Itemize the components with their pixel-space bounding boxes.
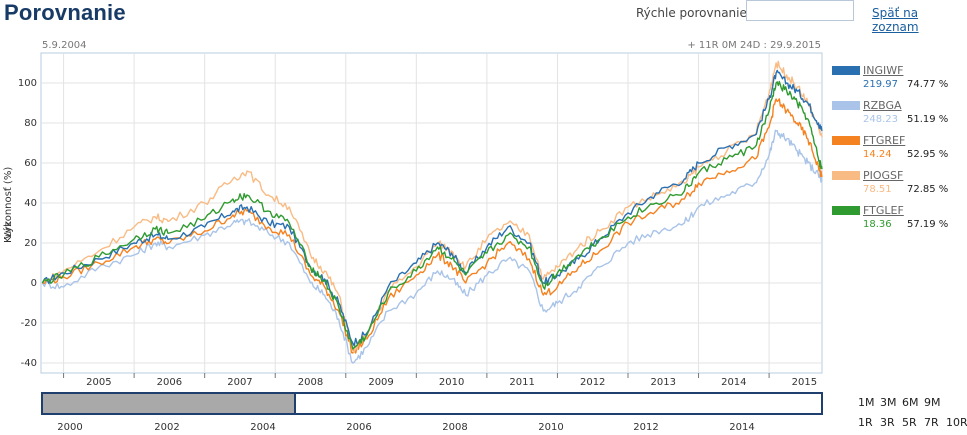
page-title: Porovnanie: [4, 0, 126, 25]
y-tick-label: 100: [18, 78, 37, 89]
range-3m-button[interactable]: 3M: [880, 396, 897, 409]
legend-percent: 51.19 %: [907, 114, 949, 125]
y-axis-ticks: -40 -20 0 20 40 60 80 100: [18, 78, 37, 369]
y-tick-label: 40: [24, 198, 37, 209]
period-label: + 11R 0M 24D : 29.9.2015: [687, 40, 821, 51]
navigator-shaded-range[interactable]: [43, 394, 295, 413]
performance-chart: 5.9.2004 + 11R 0M 24D : 29.9.2015 -40 -20…: [2, 40, 823, 433]
range-1m-button[interactable]: 1M: [858, 396, 875, 409]
legend-item-rzbga[interactable]: RZBGA 248.23 51.19 %: [832, 99, 962, 134]
legend-item-ftglef[interactable]: FTGLEF 18.36 57.19 %: [832, 204, 962, 239]
y-tick-label: -40: [21, 358, 37, 369]
series-line-ftglef: [41, 80, 823, 350]
navigator-year-label: 2002: [154, 422, 179, 433]
legend-name[interactable]: FTGLEF: [863, 204, 904, 217]
navigator-years: 2000 2002 2004 2006 2008 2010 2012 2014: [57, 422, 754, 433]
back-to-list-link[interactable]: Späť na zoznam: [872, 6, 919, 34]
legend-swatch: [832, 101, 860, 110]
x-tick-label: 2012: [580, 377, 605, 388]
navigator-year-label: 2014: [729, 422, 754, 433]
start-date-label: 5.9.2004: [42, 40, 87, 51]
range-7r-button[interactable]: 7R: [924, 416, 939, 429]
legend-value: 78.51: [863, 184, 892, 195]
legend-swatch: [832, 206, 860, 215]
series-line-piogsf: [41, 60, 823, 353]
quick-compare-input[interactable]: [746, 0, 854, 21]
series-line-ftgref: [42, 98, 823, 354]
x-tick-label: 2008: [298, 377, 323, 388]
y-axis-label-left: Kurz: [3, 221, 14, 243]
navigator-year-label: 2010: [538, 422, 563, 433]
x-tick-label: 2005: [86, 377, 111, 388]
legend: INGIWF 219.97 74.77 % RZBGA 248.23 51.19 % FTG…: [832, 64, 962, 239]
range-5r-button[interactable]: 5R: [902, 416, 917, 429]
navigator-year-label: 2008: [442, 422, 467, 433]
quick-compare-label: Rýchle porovnanie: [636, 6, 747, 20]
legend-item-piogsf[interactable]: PIOGSF 78.51 72.85 %: [832, 169, 962, 204]
x-tick-label: 2009: [368, 377, 393, 388]
range-9m-button[interactable]: 9M: [924, 396, 941, 409]
range-6m-button[interactable]: 6M: [902, 396, 919, 409]
x-tick-label: 2007: [227, 377, 252, 388]
y-tick-label: -20: [21, 318, 37, 329]
legend-swatch: [832, 136, 860, 145]
legend-item-ingiwf[interactable]: INGIWF 219.97 74.77 %: [832, 64, 962, 99]
legend-name[interactable]: RZBGA: [863, 99, 902, 112]
series-lines: [41, 60, 823, 364]
y-tick-label: 80: [24, 118, 37, 129]
y-tick-label: 60: [24, 158, 37, 169]
legend-name[interactable]: FTGREF: [863, 134, 906, 147]
x-tick-label: 2011: [509, 377, 534, 388]
legend-value: 18.36: [863, 219, 892, 230]
x-tick-label: 2015: [792, 377, 817, 388]
legend-percent: 74.77 %: [907, 79, 949, 90]
x-tick-label: 2006: [157, 377, 182, 388]
navigator-year-label: 2004: [250, 422, 275, 433]
x-tick-label: 2014: [721, 377, 746, 388]
legend-percent: 57.19 %: [907, 219, 949, 230]
legend-value: 219.97: [863, 79, 898, 90]
legend-name[interactable]: INGIWF: [863, 64, 904, 77]
navigator-year-label: 2000: [57, 422, 82, 433]
range-1r-button[interactable]: 1R: [858, 416, 873, 429]
range-3r-button[interactable]: 3R: [880, 416, 895, 429]
y-tick-label: 0: [31, 278, 37, 289]
navigator-year-label: 2012: [633, 422, 658, 433]
legend-swatch: [832, 66, 860, 75]
legend-item-ftgref[interactable]: FTGREF 14.24 52.95 %: [832, 134, 962, 169]
legend-swatch: [832, 171, 860, 180]
legend-name[interactable]: PIOGSF: [863, 169, 904, 182]
legend-value: 248.23: [863, 114, 898, 125]
y-axis-label: Výkonnosť (%): [2, 167, 14, 240]
legend-percent: 52.95 %: [907, 149, 949, 160]
grid: [41, 53, 822, 373]
navigator-year-label: 2006: [346, 422, 371, 433]
series-line-ingiwf: [41, 69, 823, 347]
x-tick-label: 2010: [439, 377, 464, 388]
plot-area: [40, 52, 823, 374]
x-axis-ticks: 2005 2006 2007 2008 2009 2010 2011 2012 2013 2014…: [63, 373, 817, 388]
legend-value: 14.24: [863, 149, 892, 160]
legend-percent: 72.85 %: [907, 184, 949, 195]
series-line-rzbga: [41, 129, 823, 364]
range-10r-button[interactable]: 10R: [946, 416, 967, 429]
x-tick-label: 2013: [651, 377, 676, 388]
y-tick-label: 20: [24, 238, 37, 249]
